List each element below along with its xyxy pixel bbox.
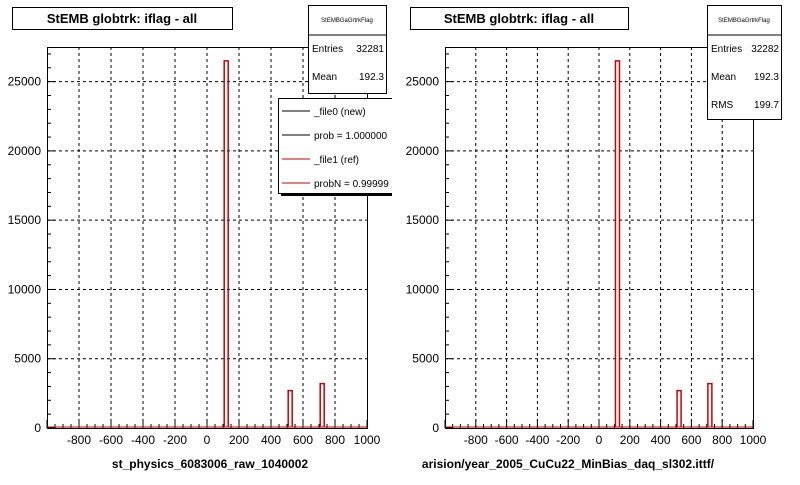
- stats-value: 199.7: [754, 100, 779, 111]
- x-tick-label: -600: [99, 433, 123, 447]
- stats-label: RMS: [711, 100, 734, 111]
- x-tick-label: -400: [131, 433, 155, 447]
- legend-box: [278, 98, 393, 194]
- stats-name: StEMBGaGrtrkFlag: [321, 18, 373, 24]
- y-tick-label: 15000: [406, 213, 440, 227]
- x-tick-label: -600: [495, 433, 519, 447]
- stats-box: [707, 5, 782, 120]
- panel-2: -800 -600 -400 -200 0 200 400 600 800 10000500010…: [400, 0, 792, 471]
- legend-label: _file0 (new): [313, 107, 366, 118]
- x-tick-label: 1000: [740, 433, 767, 447]
- legend-label: prob = 1.000000: [314, 131, 388, 142]
- x-tick-label: 0: [596, 433, 603, 447]
- y-tick-label: 10000: [406, 282, 440, 296]
- x-tick-label: 600: [681, 433, 701, 447]
- x-axis-label: arision/year_2005_CuCu22_MinBias_daq_sl3…: [422, 457, 715, 471]
- x-tick-label: -800: [464, 433, 488, 447]
- legend-label: _file1 (ref): [313, 155, 359, 166]
- x-tick-label: 1000: [354, 433, 381, 447]
- plot-area: [47, 47, 368, 429]
- stats-label: Entries: [312, 44, 343, 55]
- y-tick-label: 5000: [14, 352, 41, 366]
- chart-title: StEMB globtrk: iflag - all: [47, 11, 197, 26]
- legend-label: probN = 0.99999: [314, 179, 389, 190]
- y-tick-label: 25000: [406, 75, 440, 89]
- y-tick-label: 20000: [406, 144, 440, 158]
- x-tick-label: -400: [525, 433, 549, 447]
- stats-value: 32281: [356, 44, 384, 55]
- y-tick-label: 10000: [8, 282, 42, 296]
- stats-value: 192.3: [359, 72, 384, 83]
- histogram-bar: [287, 389, 293, 427]
- x-tick-label: 200: [229, 433, 249, 447]
- x-tick-label: 800: [325, 433, 345, 447]
- x-tick-label: -200: [556, 433, 580, 447]
- x-tick-label: 0: [204, 433, 211, 447]
- y-tick-label: 15000: [8, 213, 42, 227]
- stats-label: Mean: [312, 72, 337, 83]
- stats-name: StEMBGaGrtrkFlag: [718, 18, 770, 24]
- histogram-bar: [614, 60, 621, 427]
- y-tick-label: 0: [34, 421, 41, 435]
- plot-area: [445, 47, 754, 429]
- x-tick-label: 800: [712, 433, 732, 447]
- histogram-bar: [319, 382, 325, 427]
- y-tick-label: 5000: [412, 352, 439, 366]
- histogram-bar: [676, 389, 682, 427]
- x-tick-label: 400: [651, 433, 671, 447]
- legend-clip: [392, 96, 400, 199]
- x-axis-label: st_physics_6083006_raw_1040002: [112, 457, 308, 471]
- stats-box: [308, 5, 387, 94]
- x-tick-label: -200: [163, 433, 187, 447]
- x-tick-label: -800: [67, 433, 91, 447]
- y-tick-label: 0: [432, 421, 439, 435]
- stats-label: Mean: [711, 72, 736, 83]
- y-tick-label: 25000: [8, 75, 42, 89]
- stats-value: 192.3: [754, 72, 779, 83]
- histogram-bar: [707, 382, 713, 427]
- y-tick-label: 20000: [8, 144, 42, 158]
- title-box: [410, 7, 629, 30]
- title-box: [12, 7, 233, 30]
- histogram-bar: [223, 60, 229, 427]
- stats-value: 32282: [751, 44, 779, 55]
- x-tick-label: 400: [261, 433, 281, 447]
- x-tick-label: 600: [293, 433, 313, 447]
- stats-label: Entries: [711, 44, 742, 55]
- panel-1: -800 -600 -400 -200 0 200 400 600 800 10000500010…: [0, 0, 400, 471]
- x-tick-label: 200: [620, 433, 640, 447]
- chart-title: StEMB globtrk: iflag - all: [444, 11, 594, 26]
